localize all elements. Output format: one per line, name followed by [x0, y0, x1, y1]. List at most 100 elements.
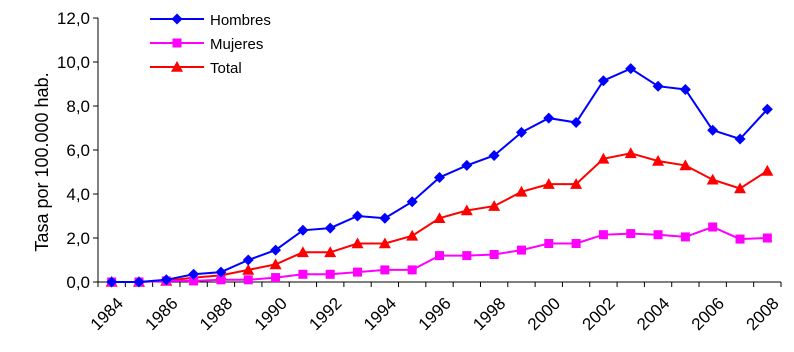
- data-point-total: [269, 258, 282, 270]
- legend-item-hombres: Hombres: [150, 12, 271, 29]
- data-point-hombres: [379, 212, 391, 224]
- data-point-mujeres: [325, 269, 335, 279]
- data-point-mujeres: [380, 265, 390, 275]
- data-point-hombres: [570, 117, 582, 128]
- data-point-mujeres: [189, 276, 199, 286]
- x-tick-label: 1998: [469, 294, 509, 334]
- data-point-mujeres: [407, 265, 417, 275]
- x-tick-label: 1986: [141, 294, 181, 334]
- data-point-hombres: [761, 103, 773, 115]
- data-point-total: [706, 173, 719, 185]
- x-tick-label: 2004: [633, 294, 673, 334]
- x-tick-label: 1992: [305, 294, 345, 334]
- x-tick-label: 1996: [415, 294, 455, 334]
- x-tick-label: 2008: [742, 294, 782, 334]
- data-point-mujeres: [353, 267, 363, 277]
- data-point-mujeres: [271, 273, 281, 283]
- y-tick-labels: 0,0 2,0 4,0 6,0 8,0 10,0 12,0: [57, 9, 98, 292]
- x-tick-label: 1984: [87, 294, 127, 334]
- data-point-hombres: [352, 210, 364, 222]
- y-tick-label: 10,0: [57, 53, 90, 72]
- legend-marker-hombres: [171, 13, 183, 25]
- data-point-total: [761, 164, 774, 176]
- data-point-total: [433, 212, 446, 223]
- y-tick-label: 4,0: [66, 185, 90, 204]
- series-hombres: [106, 63, 773, 288]
- data-point-total: [242, 263, 255, 275]
- x-tick-label: 2000: [524, 294, 564, 334]
- data-point-hombres: [461, 159, 473, 171]
- legend-marker-total: [171, 61, 183, 72]
- legend-item-mujeres: Mujeres: [150, 36, 263, 53]
- legend-marker-mujeres: [172, 38, 182, 48]
- data-point-hombres: [160, 274, 172, 286]
- data-point-total: [624, 147, 637, 159]
- data-point-hombres: [515, 126, 527, 138]
- data-point-mujeres: [516, 245, 526, 255]
- data-point-total: [542, 178, 555, 189]
- data-point-total: [570, 178, 583, 189]
- data-point-hombres: [543, 112, 555, 124]
- data-point-hombres: [597, 75, 609, 87]
- y-axis-title: Tasa por 100.000 hab.: [32, 72, 52, 251]
- legend-item-total: Total: [150, 60, 242, 77]
- y-tick-label: 6,0: [66, 141, 90, 160]
- data-point-hombres: [679, 84, 691, 95]
- data-point-hombres: [406, 196, 418, 208]
- data-point-mujeres: [571, 239, 581, 248]
- data-point-total: [378, 237, 391, 249]
- data-point-mujeres: [653, 230, 663, 240]
- data-point-total: [351, 237, 364, 249]
- data-point-total: [488, 200, 501, 211]
- data-point-total: [460, 204, 473, 216]
- data-point-mujeres: [243, 275, 253, 285]
- data-point-mujeres: [708, 222, 718, 232]
- data-point-hombres: [270, 244, 282, 256]
- data-point-total: [324, 246, 337, 258]
- data-point-mujeres: [680, 232, 690, 242]
- data-point-mujeres: [735, 234, 745, 244]
- data-point-hombres: [734, 133, 746, 145]
- legend: Hombres Mujeres Total: [150, 12, 271, 77]
- data-point-mujeres: [626, 229, 636, 239]
- data-point-mujeres: [489, 250, 499, 259]
- y-tick-label: 2,0: [66, 229, 90, 248]
- x-tick-label: 1990: [251, 294, 291, 334]
- legend-label: Mujeres: [210, 36, 263, 53]
- data-point-total: [406, 229, 419, 241]
- x-tick-labels: 1984 1986 1988 1990 1992 1994 1996 1998 2000 2002…: [87, 282, 783, 334]
- data-point-mujeres: [762, 233, 772, 243]
- data-point-hombres: [242, 254, 254, 266]
- data-point-mujeres: [462, 251, 472, 261]
- legend-label: Total: [210, 60, 242, 77]
- data-point-hombres: [434, 172, 445, 183]
- data-point-mujeres: [435, 251, 444, 261]
- data-point-hombres: [625, 63, 637, 75]
- x-tick-label: 2006: [688, 294, 728, 334]
- data-point-hombres: [488, 150, 500, 161]
- x-tick-label: 1988: [196, 294, 236, 334]
- data-point-hombres: [707, 124, 719, 136]
- data-point-mujeres: [298, 269, 308, 279]
- y-tick-label: 0,0: [66, 273, 90, 292]
- series-total: [105, 147, 774, 287]
- data-point-total: [597, 152, 610, 164]
- data-point-hombres: [297, 224, 309, 236]
- data-point-total: [652, 155, 665, 166]
- legend-label: Hombres: [210, 12, 271, 29]
- data-point-total: [515, 185, 528, 197]
- data-point-mujeres: [544, 239, 554, 248]
- x-tick-label: 1994: [360, 294, 400, 334]
- data-point-total: [296, 246, 309, 258]
- data-point-hombres: [188, 268, 200, 280]
- data-point-mujeres: [216, 275, 226, 285]
- series-layer: [105, 63, 774, 288]
- data-point-hombres: [133, 276, 145, 288]
- data-point-hombres: [324, 222, 336, 234]
- x-tick-label: 2002: [579, 294, 619, 334]
- data-point-hombres: [652, 80, 664, 92]
- data-point-hombres: [106, 276, 118, 288]
- axes: [97, 18, 781, 283]
- y-tick-label: 8,0: [66, 97, 90, 116]
